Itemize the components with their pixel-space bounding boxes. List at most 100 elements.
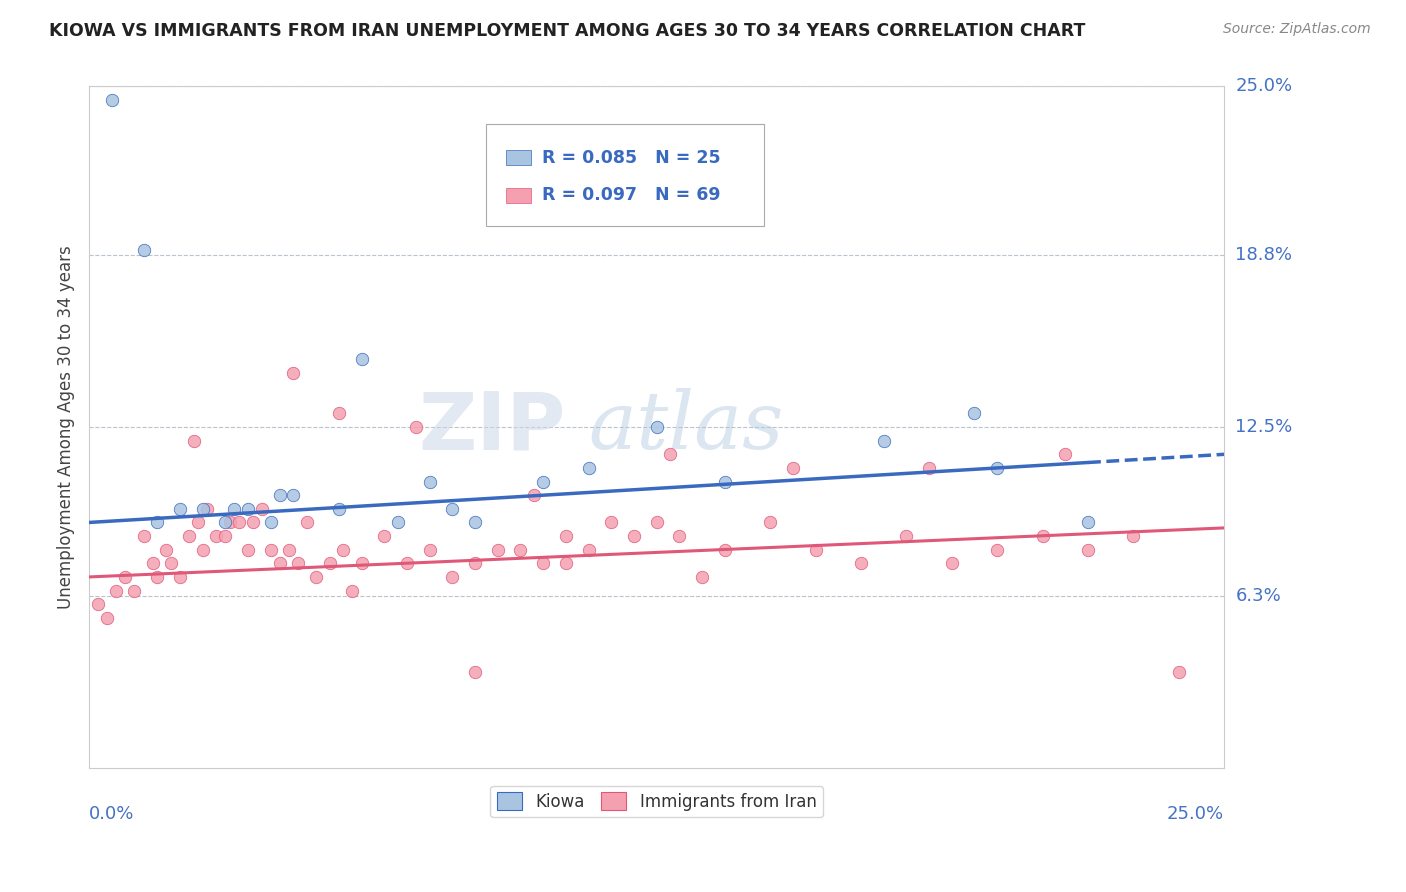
Point <box>146 516 169 530</box>
Point <box>1122 529 1144 543</box>
Point <box>464 557 486 571</box>
Point <box>155 542 177 557</box>
Point <box>277 542 299 557</box>
Text: R = 0.085   N = 25: R = 0.085 N = 25 <box>541 149 721 167</box>
Point <box>260 542 283 557</box>
Text: R = 0.097   N = 69: R = 0.097 N = 69 <box>541 186 720 204</box>
Point <box>1167 665 1189 680</box>
Text: 25.0%: 25.0% <box>1236 78 1292 95</box>
Point <box>114 570 136 584</box>
Point <box>419 475 441 489</box>
Point <box>191 501 214 516</box>
Point <box>645 420 668 434</box>
Text: 25.0%: 25.0% <box>1167 805 1225 823</box>
Point <box>1032 529 1054 543</box>
Point <box>218 516 240 530</box>
Point <box>142 557 165 571</box>
Point <box>187 516 209 530</box>
Point <box>350 351 373 366</box>
Point <box>523 488 546 502</box>
Point <box>105 583 128 598</box>
Point <box>554 557 576 571</box>
Point <box>963 407 986 421</box>
Point <box>1077 542 1099 557</box>
Point <box>205 529 228 543</box>
Point <box>578 542 600 557</box>
Point <box>236 501 259 516</box>
Point <box>896 529 918 543</box>
Point <box>405 420 427 434</box>
Point <box>283 488 305 502</box>
Point <box>464 665 486 680</box>
Point <box>373 529 395 543</box>
Text: 6.3%: 6.3% <box>1236 587 1281 605</box>
Point <box>464 516 486 530</box>
Point <box>873 434 896 448</box>
Point <box>918 461 941 475</box>
Point <box>87 597 110 611</box>
Y-axis label: Unemployment Among Ages 30 to 34 years: Unemployment Among Ages 30 to 34 years <box>58 245 75 609</box>
Point <box>782 461 804 475</box>
Point <box>132 529 155 543</box>
Point <box>986 542 1008 557</box>
Point <box>350 557 373 571</box>
Point <box>242 516 264 530</box>
Point <box>659 447 682 461</box>
Point <box>623 529 645 543</box>
Point <box>941 557 963 571</box>
Point <box>441 501 464 516</box>
Point <box>713 475 735 489</box>
Text: 0.0%: 0.0% <box>89 805 135 823</box>
Point <box>486 542 509 557</box>
Point <box>600 516 623 530</box>
Point <box>269 488 291 502</box>
Point <box>295 516 318 530</box>
Point <box>250 501 273 516</box>
Text: ZIP: ZIP <box>419 388 565 467</box>
Point <box>342 583 364 598</box>
Point <box>228 516 250 530</box>
Point <box>328 407 350 421</box>
Point <box>578 461 600 475</box>
Point <box>759 516 782 530</box>
Point <box>554 529 576 543</box>
Point <box>214 529 236 543</box>
Point <box>395 557 418 571</box>
Point <box>419 542 441 557</box>
Text: 18.8%: 18.8% <box>1236 246 1292 264</box>
Point <box>509 542 531 557</box>
FancyBboxPatch shape <box>506 151 530 166</box>
Point <box>986 461 1008 475</box>
Point <box>319 557 342 571</box>
Point <box>100 93 122 107</box>
Legend: Kiowa, Immigrants from Iran: Kiowa, Immigrants from Iran <box>491 786 823 817</box>
Point <box>287 557 309 571</box>
FancyBboxPatch shape <box>486 124 765 226</box>
Point <box>328 501 350 516</box>
Point <box>169 501 191 516</box>
Point <box>441 570 464 584</box>
Point <box>713 542 735 557</box>
Point <box>195 501 218 516</box>
Point <box>305 570 328 584</box>
Point <box>804 542 827 557</box>
Point <box>169 570 191 584</box>
Point <box>214 516 236 530</box>
FancyBboxPatch shape <box>506 188 530 203</box>
Text: KIOWA VS IMMIGRANTS FROM IRAN UNEMPLOYMENT AMONG AGES 30 TO 34 YEARS CORRELATION: KIOWA VS IMMIGRANTS FROM IRAN UNEMPLOYME… <box>49 22 1085 40</box>
Point <box>531 475 554 489</box>
Point <box>224 501 246 516</box>
Point <box>96 611 118 625</box>
Point <box>183 434 205 448</box>
Point <box>849 557 872 571</box>
Text: Source: ZipAtlas.com: Source: ZipAtlas.com <box>1223 22 1371 37</box>
Point <box>690 570 713 584</box>
Point <box>236 542 259 557</box>
Point <box>645 516 668 530</box>
Point <box>283 366 305 380</box>
Point <box>1054 447 1077 461</box>
Text: atlas: atlas <box>589 388 785 466</box>
Point <box>387 516 409 530</box>
Point <box>124 583 146 598</box>
Point <box>191 542 214 557</box>
